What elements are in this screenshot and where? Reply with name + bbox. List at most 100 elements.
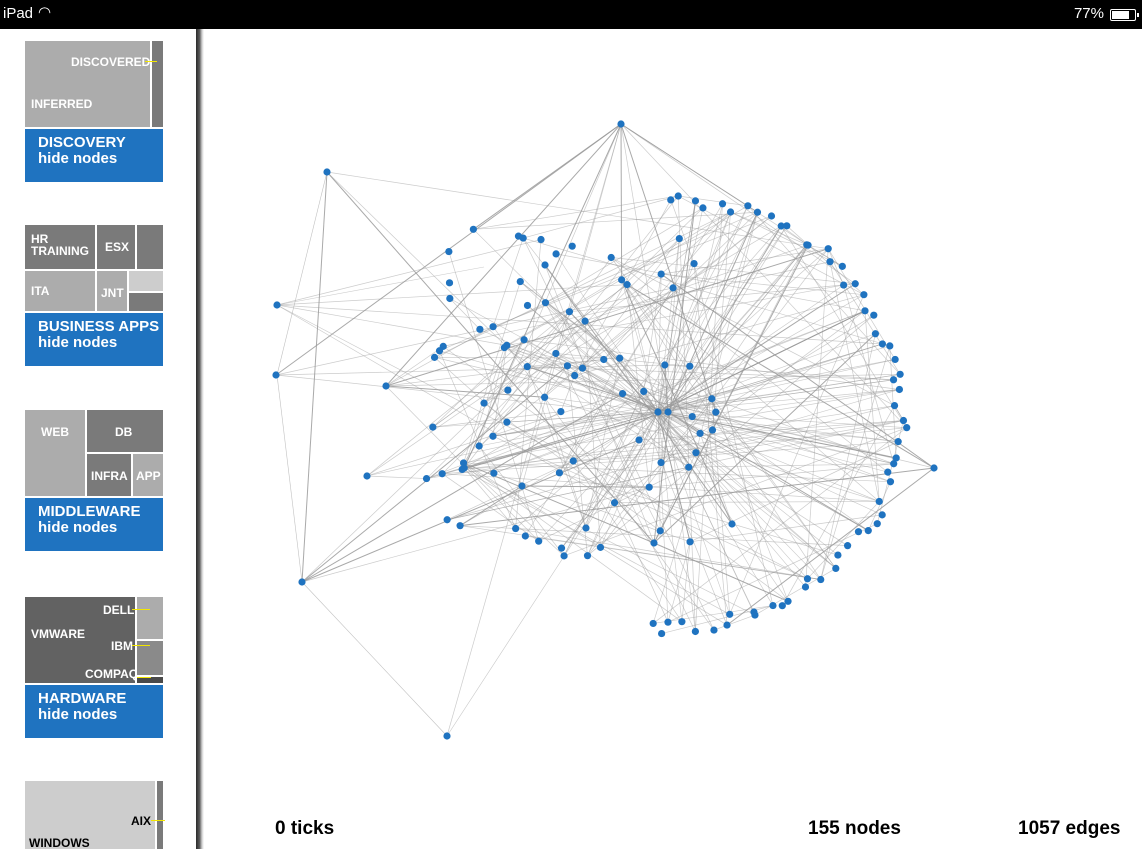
- graph-node[interactable]: [886, 478, 895, 486]
- graph-node[interactable]: [480, 399, 488, 407]
- graph-node[interactable]: [899, 416, 908, 425]
- graph-node[interactable]: [657, 270, 665, 278]
- graph-node[interactable]: [512, 524, 520, 533]
- graph-node[interactable]: [583, 552, 592, 560]
- treemap-cell-inferred[interactable]: DISCOVERED INFERRED: [25, 41, 150, 127]
- graph-node[interactable]: [600, 355, 608, 364]
- graph-node[interactable]: [886, 342, 894, 350]
- graph-node[interactable]: [710, 626, 718, 634]
- graph-node[interactable]: [884, 468, 892, 476]
- graph-node[interactable]: [430, 353, 439, 361]
- graph-node[interactable]: [783, 222, 791, 230]
- graph-node[interactable]: [490, 469, 498, 477]
- graph-node[interactable]: [552, 349, 560, 358]
- graph-node[interactable]: [516, 277, 524, 286]
- graph-node[interactable]: [664, 408, 672, 416]
- graph-node[interactable]: [708, 395, 716, 403]
- treemap-cell-db[interactable]: DB: [87, 410, 163, 452]
- graph-node[interactable]: [617, 120, 625, 128]
- treemap-cell-aix[interactable]: [157, 781, 163, 849]
- graph-node[interactable]: [650, 539, 658, 547]
- treemap-cell-windows[interactable]: AIX WINDOWS: [25, 781, 155, 849]
- middleware-hide-nodes-button[interactable]: MIDDLEWARE hide nodes: [25, 498, 163, 551]
- graph-node[interactable]: [870, 311, 878, 319]
- graph-node[interactable]: [718, 200, 727, 208]
- graph-node[interactable]: [878, 511, 886, 519]
- graph-node[interactable]: [658, 629, 666, 638]
- graph-node[interactable]: [476, 325, 484, 333]
- graph-node[interactable]: [456, 522, 464, 530]
- graph-node[interactable]: [537, 235, 545, 244]
- graph-node[interactable]: [688, 412, 696, 421]
- graph-node[interactable]: [903, 424, 911, 432]
- graph-node[interactable]: [649, 619, 657, 628]
- graph-node[interactable]: [769, 601, 777, 610]
- graph-node[interactable]: [784, 597, 792, 605]
- graph-node[interactable]: [563, 362, 572, 370]
- graph-node[interactable]: [519, 234, 527, 242]
- graph-node[interactable]: [834, 551, 842, 559]
- graph-node[interactable]: [851, 280, 859, 288]
- graph-node[interactable]: [518, 482, 526, 490]
- graph-node[interactable]: [803, 575, 812, 583]
- graph-node[interactable]: [541, 299, 550, 307]
- graph-node[interactable]: [657, 458, 665, 467]
- graph-node[interactable]: [610, 499, 619, 507]
- treemap-cell-hr-training[interactable]: HR TRAINING: [25, 225, 95, 269]
- graph-node[interactable]: [272, 371, 280, 379]
- graph-node[interactable]: [875, 497, 883, 506]
- treemap-cell-compaq[interactable]: [137, 677, 163, 683]
- graph-node[interactable]: [678, 618, 686, 626]
- graph-node[interactable]: [521, 532, 529, 540]
- graph-node[interactable]: [568, 242, 576, 250]
- treemap-cell-small-b[interactable]: [129, 293, 163, 311]
- graph-node[interactable]: [767, 212, 776, 220]
- graph-node[interactable]: [520, 336, 528, 344]
- graph-node[interactable]: [726, 208, 735, 216]
- graph-node[interactable]: [429, 423, 437, 431]
- graph-node[interactable]: [298, 578, 306, 586]
- graph-node[interactable]: [596, 543, 605, 551]
- treemap-cell-infra[interactable]: INFRA: [87, 454, 131, 496]
- graph-node[interactable]: [618, 276, 626, 284]
- graph-node[interactable]: [890, 460, 898, 468]
- graph-node[interactable]: [838, 262, 846, 270]
- graph-node[interactable]: [930, 464, 938, 472]
- graph-node[interactable]: [443, 732, 451, 740]
- graph-node[interactable]: [489, 323, 497, 331]
- graph-node[interactable]: [435, 347, 444, 355]
- graph-node[interactable]: [645, 483, 653, 491]
- graph-node[interactable]: [696, 429, 704, 437]
- treemap-cell-other[interactable]: [137, 225, 163, 269]
- business-apps-treemap[interactable]: HR TRAINING ESX ITA JNT: [25, 225, 163, 311]
- graph-node[interactable]: [669, 284, 677, 292]
- graph-node[interactable]: [571, 371, 579, 380]
- treemap-cell-jnt[interactable]: JNT: [97, 271, 127, 311]
- graph-node[interactable]: [656, 527, 664, 535]
- graph-node[interactable]: [896, 370, 904, 378]
- graph-node[interactable]: [712, 408, 720, 416]
- graph-node[interactable]: [864, 527, 872, 535]
- graph-node[interactable]: [699, 204, 707, 212]
- graph-node[interactable]: [459, 459, 468, 467]
- graph-node[interactable]: [890, 402, 899, 410]
- graph-node[interactable]: [840, 281, 848, 289]
- discovery-hide-nodes-button[interactable]: DISCOVERY hide nodes: [25, 129, 163, 182]
- graph-node[interactable]: [363, 472, 371, 480]
- graph-node[interactable]: [382, 382, 390, 390]
- graph-node[interactable]: [817, 575, 825, 584]
- graph-node[interactable]: [691, 197, 700, 205]
- graph-node[interactable]: [557, 408, 565, 416]
- graph-node[interactable]: [691, 627, 699, 636]
- network-graph[interactable]: [204, 29, 1142, 819]
- graph-node[interactable]: [523, 363, 531, 371]
- middleware-treemap[interactable]: WEB DB INFRA APP: [25, 410, 163, 496]
- graph-node[interactable]: [667, 196, 675, 204]
- treemap-cell-ita[interactable]: ITA: [25, 271, 95, 311]
- graph-node[interactable]: [560, 552, 568, 560]
- graph-node[interactable]: [489, 432, 497, 440]
- graph-node[interactable]: [273, 301, 281, 309]
- graph-node[interactable]: [726, 610, 734, 618]
- graph-node[interactable]: [552, 250, 560, 258]
- graph-node[interactable]: [469, 225, 477, 233]
